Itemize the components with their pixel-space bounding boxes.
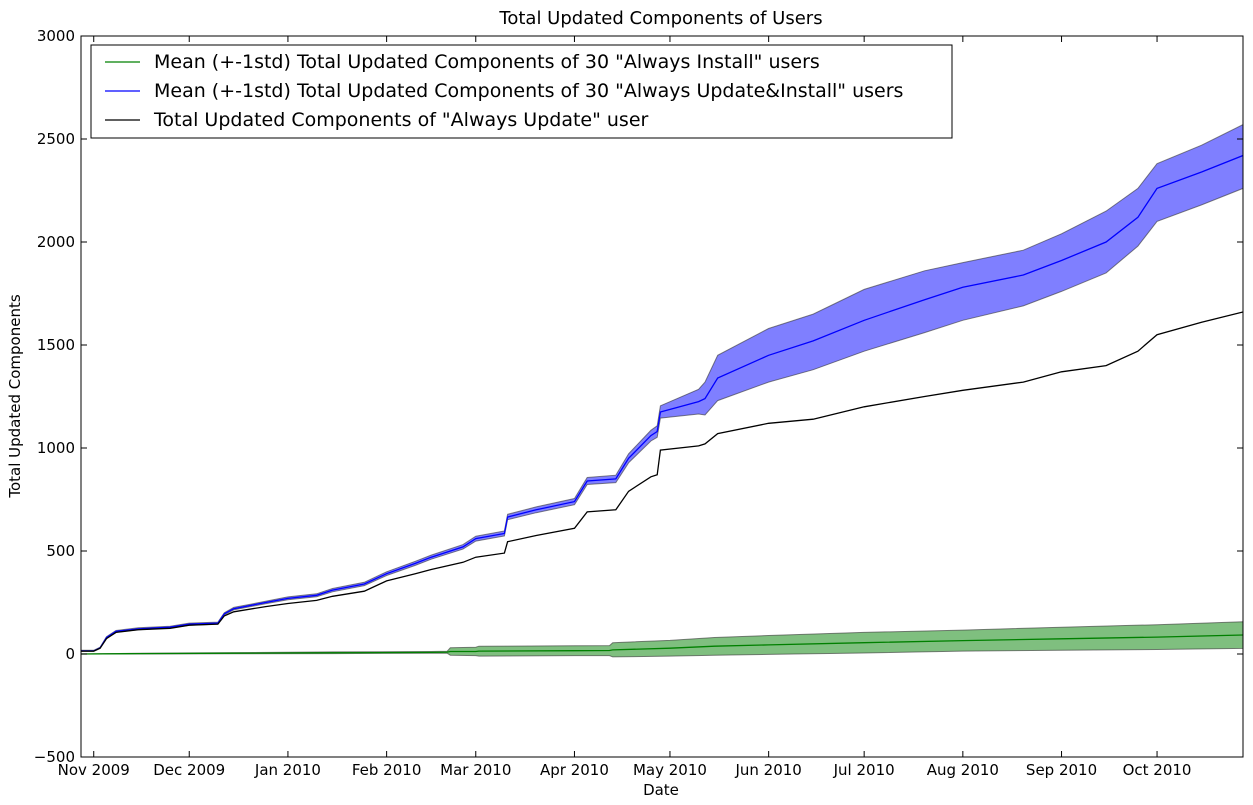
legend-label-always-update: Total Updated Components of "Always Upda… [153,109,649,131]
x-tick-label: Jan 2010 [254,761,321,779]
x-tick-label: Dec 2009 [153,761,225,779]
x-tick-label: Mar 2010 [440,761,511,779]
legend-frame [90,44,953,139]
y-tick-label: 500 [46,542,75,560]
std-band-always-install [81,621,1243,658]
x-tick-label: Feb 2010 [352,761,422,779]
x-tick-label: Jul 2010 [833,761,895,779]
x-tick-label: Aug 2010 [927,761,999,779]
y-axis: −500 0 500 1000 1500 2000 2500 3000 [34,27,1243,766]
plot-area [81,124,1243,658]
series-line-always-update-install [81,154,1243,652]
y-tick-label: 0 [65,645,75,663]
y-tick-label: −500 [34,748,75,766]
legend-label-always-install: Mean (+-1std) Total Updated Components o… [154,51,820,73]
y-tick-label: 1500 [37,336,75,354]
y-tick-label: 3000 [37,27,75,45]
plot-frame [80,35,1244,758]
x-tick-label: Oct 2010 [1123,761,1192,779]
legend: Mean (+-1std) Total Updated Components o… [90,44,953,139]
x-tick-label: Jun 2010 [734,761,801,779]
x-axis-title: Date [643,781,679,799]
x-tick-label: Sep 2010 [1026,761,1097,779]
y-tick-label: 2500 [37,130,75,148]
legend-label-always-update-install: Mean (+-1std) Total Updated Components o… [154,80,903,102]
chart-title: Total Updated Components of Users [498,8,822,29]
y-tick-label: 2000 [37,233,75,251]
x-tick-label: Nov 2009 [58,761,130,779]
y-tick-label: 1000 [37,439,75,457]
x-tick-label: Apr 2010 [540,761,609,779]
series-line-always-update [81,311,1243,652]
y-axis-title: Total Updated Components [6,294,24,498]
std-band-always-update-install [81,124,1243,652]
series-line-always-install [81,634,1243,655]
x-axis: Nov 2009 Dec 2009 Jan 2010 Feb 2010 Mar 2010… [58,36,1192,779]
x-tick-label: May 2010 [633,761,707,779]
